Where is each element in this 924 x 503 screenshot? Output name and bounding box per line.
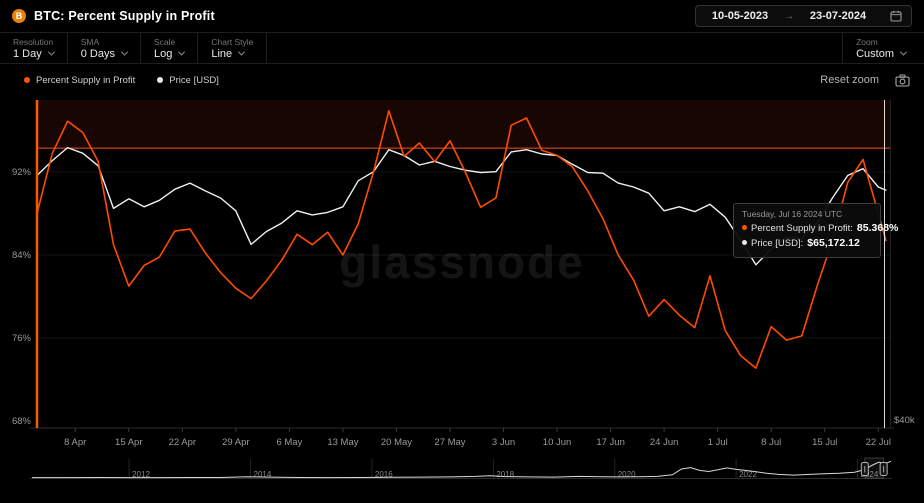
svg-text:2012: 2012 <box>132 470 150 479</box>
chevron-down-icon <box>47 48 55 56</box>
resolution-dropdown[interactable]: Resolution 1 Day <box>0 33 68 63</box>
svg-text:92%: 92% <box>12 167 32 178</box>
date-range-arrow: → <box>784 10 794 22</box>
svg-text:2016: 2016 <box>375 470 393 479</box>
legend-dot-orange <box>24 77 30 83</box>
scale-dropdown[interactable]: Scale Log <box>141 33 199 63</box>
svg-text:22 Apr: 22 Apr <box>169 437 196 448</box>
date-to-input[interactable] <box>803 10 873 22</box>
svg-text:17 Jun: 17 Jun <box>596 437 625 448</box>
svg-text:2020: 2020 <box>618 470 636 479</box>
svg-text:1 Jul: 1 Jul <box>708 437 728 448</box>
date-range-picker[interactable]: → <box>695 5 912 27</box>
legend-item-percent-supply[interactable]: Percent Supply in Profit <box>24 75 135 86</box>
chevron-down-icon <box>238 48 246 56</box>
svg-text:2022: 2022 <box>739 470 757 479</box>
legend-dot-white <box>157 77 164 83</box>
chevron-down-icon <box>120 48 129 56</box>
svg-text:6 May: 6 May <box>276 437 302 448</box>
date-from-input[interactable] <box>705 10 775 22</box>
svg-text:2014: 2014 <box>254 470 272 479</box>
svg-text:68%: 68% <box>12 416 32 427</box>
svg-text:13 May: 13 May <box>327 437 358 448</box>
calendar-icon[interactable] <box>890 10 902 22</box>
glassnode-watermark: glassnode <box>339 236 585 288</box>
reset-zoom-button[interactable]: Reset zoom <box>820 74 879 86</box>
svg-text:22 Jul: 22 Jul <box>866 437 891 448</box>
svg-text:3 Jun: 3 Jun <box>492 437 515 448</box>
svg-text:15 Jul: 15 Jul <box>812 437 837 448</box>
camera-icon[interactable] <box>895 74 910 87</box>
svg-text:8 Apr: 8 Apr <box>64 437 86 448</box>
sma-dropdown[interactable]: SMA 0 Days <box>68 33 141 63</box>
legend-item-price[interactable]: Price [USD] <box>157 75 219 86</box>
nav-handle-right[interactable] <box>879 462 888 476</box>
svg-text:76%: 76% <box>12 333 32 344</box>
chevron-down-icon <box>899 48 908 56</box>
chart-style-dropdown[interactable]: Chart Style Line <box>198 33 268 63</box>
legend-row: Percent Supply in Profit Price [USD] Res… <box>0 64 924 96</box>
svg-text:15 Apr: 15 Apr <box>115 437 142 448</box>
chevron-down-icon <box>178 48 186 56</box>
percent-supply-line <box>36 110 887 369</box>
toolbar: Resolution 1 Day SMA 0 Days Scale Log Ch… <box>0 33 924 64</box>
svg-text:2018: 2018 <box>496 470 514 479</box>
svg-text:27 May: 27 May <box>434 437 465 448</box>
svg-text:$40k: $40k <box>894 415 915 426</box>
svg-text:8 Jul: 8 Jul <box>761 437 781 448</box>
main-chart[interactable]: 8 Apr 15 Apr 22 Apr 29 Apr 6 May 13 May 20 May… <box>0 96 924 452</box>
svg-text:29 Apr: 29 Apr <box>222 437 249 448</box>
svg-text:2024: 2024 <box>861 470 879 479</box>
navigator-sparkline <box>32 460 892 479</box>
page-title: BTC: Percent Supply in Profit <box>34 9 215 23</box>
svg-text:10 Jun: 10 Jun <box>543 437 572 448</box>
timeline-navigator[interactable]: 2012 2014 2016 2018 2020 2022 2024 <box>0 452 924 503</box>
nav-handle-left[interactable] <box>860 462 869 476</box>
zoom-dropdown[interactable]: Zoom Custom <box>842 33 924 63</box>
svg-text:24 Jun: 24 Jun <box>650 437 679 448</box>
svg-text:84%: 84% <box>12 250 32 261</box>
svg-text:20 May: 20 May <box>381 437 412 448</box>
bitcoin-icon: B <box>12 9 26 23</box>
header-bar: B BTC: Percent Supply in Profit → <box>0 0 924 33</box>
